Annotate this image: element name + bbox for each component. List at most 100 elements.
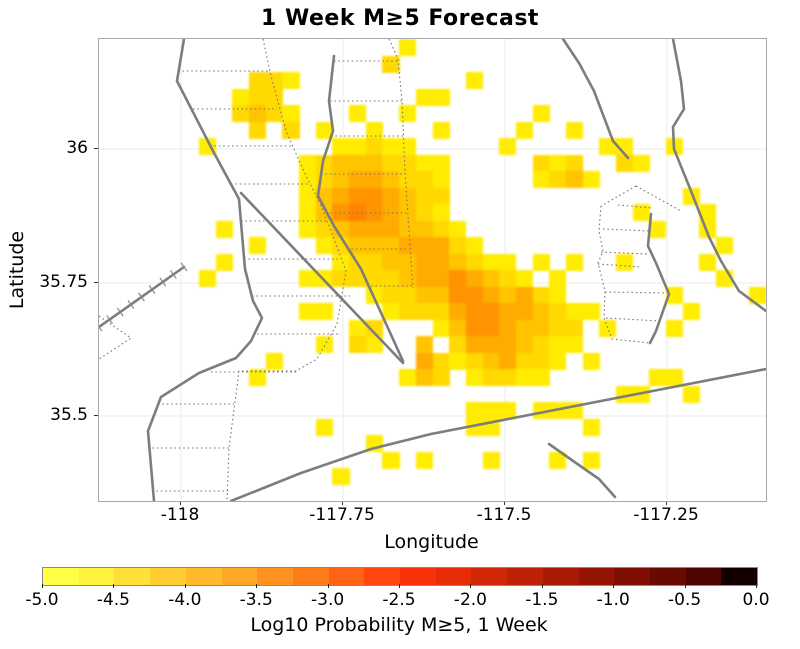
y-axis-label: Latitude [6, 230, 28, 310]
colorbar-segment [78, 568, 115, 585]
heatmap-cell [699, 204, 717, 221]
heatmap-cell [499, 402, 517, 419]
heatmap-cell [399, 253, 417, 271]
heatmap-cell [432, 154, 450, 172]
x-axis-label: Longitude [384, 531, 479, 553]
heatmap-cell [299, 303, 317, 320]
heatmap-cell [449, 237, 467, 254]
heatmap-cell [432, 187, 450, 205]
y-tick-label: 35.75 [39, 272, 88, 292]
x-tickmark [504, 501, 505, 505]
heatmap-cell [465, 319, 484, 337]
heatmap-cell [449, 319, 467, 337]
y-tickmark [94, 415, 98, 416]
heatmap-cell [565, 336, 584, 353]
heatmap-cell [399, 171, 417, 188]
colorbar-tick-labels: -5.0 -4.5 -4.0 -3.5 -3.0 -2.5 -2.0 -1.5 -1.0 -0.5… [25, 584, 770, 612]
heatmap-cell [715, 237, 734, 254]
heatmap-cell [399, 220, 417, 238]
heatmap-cell [515, 303, 534, 320]
heatmap-cell [599, 319, 617, 337]
heatmap-cell [432, 369, 450, 386]
heatmap-cell [532, 319, 550, 337]
colorbar-tick-label: -1.5 [525, 590, 559, 610]
heatmap-cell [232, 88, 250, 106]
heatmap-cell [382, 171, 400, 188]
heatmap-cell [365, 336, 383, 353]
heatmap-cell [349, 336, 367, 353]
section-boundary-central [388, 39, 414, 289]
colorbar-segment [400, 568, 436, 585]
colorbar-segment [221, 568, 258, 585]
heatmap-cell [399, 204, 417, 221]
heatmap-cell [365, 270, 383, 287]
heatmap-cell [449, 303, 467, 320]
colorbar-label: Log10 Probability M≥5, 1 Week [250, 614, 548, 636]
heatmap-cell [349, 171, 367, 188]
x-tick-label: -117.5 [476, 505, 532, 525]
heatmap-cell [515, 270, 534, 287]
heatmap-cell [299, 220, 317, 238]
heatmap-cell [365, 204, 383, 221]
heatmap-cell [399, 138, 417, 155]
heatmap-cell [415, 270, 433, 287]
colorbar-segment [578, 568, 615, 585]
heatmap-cell [332, 270, 350, 287]
heatmap-cell [315, 418, 333, 436]
colorbar-tick-label: -2.0 [453, 590, 487, 610]
heatmap-cell [365, 220, 383, 238]
x-tick-label: -118 [160, 505, 200, 525]
heatmap-cell [482, 270, 500, 287]
heatmap-cell [449, 270, 467, 287]
colorbar-tickmark [541, 584, 543, 588]
heatmap-cell [365, 138, 383, 155]
heatmap-cell [432, 204, 450, 221]
heatmap-cell [365, 187, 383, 205]
heatmap-cell [565, 154, 584, 172]
heatmap-cell [315, 121, 333, 139]
heatmap-cell [265, 88, 283, 106]
heatmap-cell [549, 352, 567, 370]
railroad-crossties [99, 262, 188, 332]
colorbar-tick-label: -3.5 [239, 590, 273, 610]
colorbar-segment [150, 568, 186, 585]
heatmap-cell [382, 451, 400, 469]
heatmap-cell [399, 286, 417, 304]
heatmap-cell [482, 319, 500, 337]
heatmap-cell [649, 369, 667, 386]
heatmap-cell [332, 171, 350, 188]
heatmap-cell [499, 270, 517, 287]
colorbar-tickmark [684, 584, 686, 588]
heatmap-cell [432, 88, 450, 106]
heatmap-cell [315, 336, 333, 353]
heatmap-cell [332, 187, 350, 205]
heatmap-cell [582, 418, 600, 436]
heatmap-cell [299, 187, 317, 205]
heatmap-cell [382, 220, 400, 238]
heatmap-cell [249, 237, 267, 254]
heatmap-cell [449, 253, 467, 271]
colorbar-segment [471, 568, 508, 585]
colorbar-segment [257, 568, 293, 585]
heatmap-cell [382, 187, 400, 205]
heatmap-cell [282, 72, 300, 89]
fault-line-northeast [561, 39, 630, 160]
heatmap-cell [382, 286, 400, 304]
road-line-south [547, 442, 617, 499]
heatmap-cell [415, 154, 433, 172]
heatmap-cell [415, 253, 433, 271]
fault-line-diagonal [239, 191, 405, 365]
colorbar-tick-label: 0.0 [742, 590, 770, 610]
heatmap-cell [699, 253, 717, 271]
section-rungs-central [321, 60, 412, 287]
heatmap-cell [349, 105, 367, 122]
heatmap-cell [465, 418, 484, 436]
heatmap-cell [682, 385, 700, 403]
heatmap-cell [332, 154, 350, 172]
heatmap-cell [415, 336, 433, 353]
map-plot-area [98, 38, 767, 502]
heatmap-cell [265, 72, 283, 89]
heatmap-cell [415, 286, 433, 304]
heatmap-cell [399, 39, 417, 56]
heatmap-cell [382, 237, 400, 254]
